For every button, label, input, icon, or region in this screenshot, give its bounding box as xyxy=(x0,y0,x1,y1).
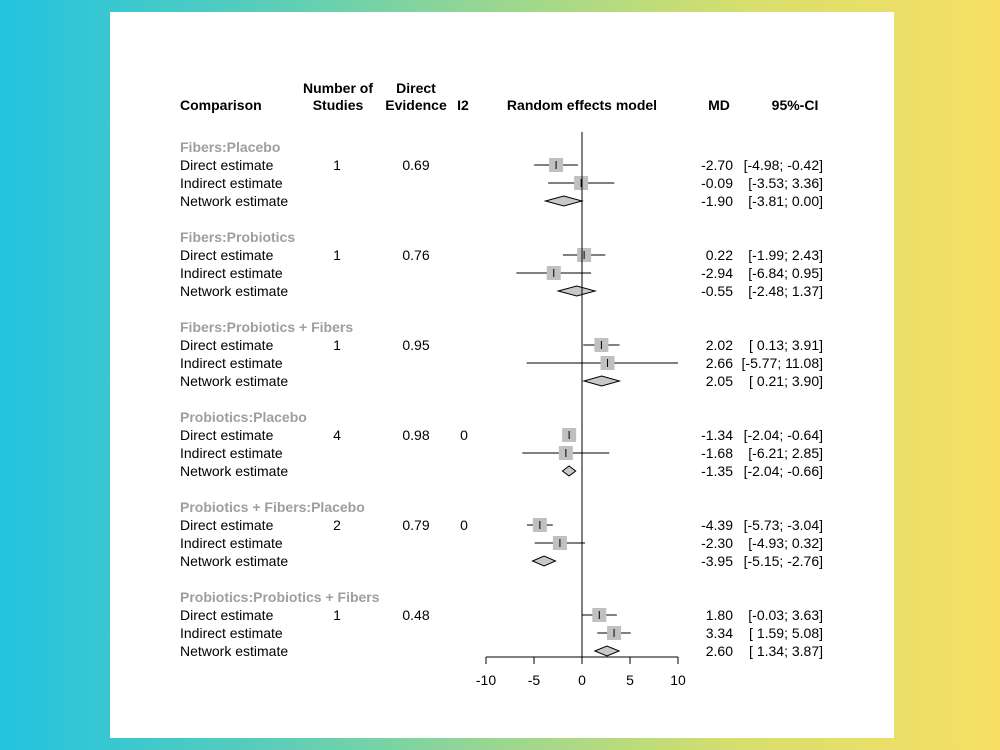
row-label: Network estimate xyxy=(180,463,288,479)
row-studies: 1 xyxy=(333,247,341,263)
group-label: Probiotics:Probiotics + Fibers xyxy=(180,589,380,605)
row-studies: 1 xyxy=(333,337,341,353)
row-label: Indirect estimate xyxy=(180,625,283,641)
row-label: Network estimate xyxy=(180,643,288,659)
row-studies: 2 xyxy=(333,517,341,533)
row-md-value: 2.66 xyxy=(706,355,733,371)
row-label: Direct estimate xyxy=(180,337,274,353)
row-md-value: -1.34 xyxy=(701,427,733,443)
row-ci-value: [-6.84; 0.95] xyxy=(748,265,823,281)
network-estimate-diamond xyxy=(593,645,621,657)
row-direct-evidence: 0.79 xyxy=(402,517,429,533)
header-studies-line2: Studies xyxy=(313,97,364,113)
row-ci-value: [-6.21; 2.85] xyxy=(748,445,823,461)
network-estimate-diamond xyxy=(543,195,584,207)
row-md-value: 2.60 xyxy=(706,643,733,659)
header-direct-line1: Direct xyxy=(396,80,436,96)
row-md-value: -1.90 xyxy=(701,193,733,209)
header-i2: I2 xyxy=(457,97,469,113)
x-tick-label: 5 xyxy=(626,672,634,688)
row-label: Indirect estimate xyxy=(180,175,283,191)
x-tick-label: 10 xyxy=(670,672,686,688)
network-estimate-diamond xyxy=(582,375,622,387)
header-comparison: Comparison xyxy=(180,97,262,113)
x-tick-label: -5 xyxy=(528,672,541,688)
group-label: Fibers:Placebo xyxy=(180,139,280,155)
network-estimate-diamond xyxy=(531,555,557,567)
row-ci-value: [-2.04; -0.66] xyxy=(744,463,823,479)
row-ci-value: [-4.93; 0.32] xyxy=(748,535,823,551)
row-md-value: 2.02 xyxy=(706,337,733,353)
row-ci-value: [-3.53; 3.36] xyxy=(748,175,823,191)
row-direct-evidence: 0.48 xyxy=(402,607,429,623)
row-label: Network estimate xyxy=(180,553,288,569)
row-md-value: 2.05 xyxy=(706,373,733,389)
row-ci-value: [ 0.21; 3.90] xyxy=(749,373,823,389)
row-label: Network estimate xyxy=(180,283,288,299)
header-ci: 95%-CI xyxy=(772,97,819,113)
row-md-value: -1.68 xyxy=(701,445,733,461)
row-md-value: -0.55 xyxy=(701,283,733,299)
row-label: Direct estimate xyxy=(180,427,274,443)
header-direct-line2: Evidence xyxy=(385,97,447,113)
row-ci-value: [ 1.59; 5.08] xyxy=(749,625,823,641)
row-md-value: -3.95 xyxy=(701,553,733,569)
row-ci-value: [ 0.13; 3.91] xyxy=(749,337,823,353)
row-label: Direct estimate xyxy=(180,517,274,533)
row-ci-value: [-3.81; 0.00] xyxy=(748,193,823,209)
network-estimate-diamond xyxy=(561,465,577,477)
row-direct-evidence: 0.69 xyxy=(402,157,429,173)
row-md-value: 1.80 xyxy=(706,607,733,623)
row-md-value: -2.70 xyxy=(701,157,733,173)
row-label: Indirect estimate xyxy=(180,355,283,371)
forest-plot: Comparison Number of Studies Direct Evid… xyxy=(180,80,823,688)
row-label: Direct estimate xyxy=(180,157,274,173)
row-label: Direct estimate xyxy=(180,247,274,263)
row-label: Indirect estimate xyxy=(180,535,283,551)
row-studies: 4 xyxy=(333,427,341,443)
group-label: Fibers:Probiotics + Fibers xyxy=(180,319,353,335)
row-ci-value: [-2.04; -0.64] xyxy=(744,427,823,443)
row-label: Indirect estimate xyxy=(180,445,283,461)
row-ci-value: [-1.99; 2.43] xyxy=(748,247,823,263)
row-ci-value: [-0.03; 3.63] xyxy=(748,607,823,623)
x-tick-label: 0 xyxy=(578,672,586,688)
row-ci-value: [-5.77; 11.08] xyxy=(742,355,823,371)
header-md: MD xyxy=(708,97,730,113)
row-label: Network estimate xyxy=(180,373,288,389)
group-label: Probiotics + Fibers:Placebo xyxy=(180,499,365,515)
row-label: Direct estimate xyxy=(180,607,274,623)
row-md-value: -2.30 xyxy=(701,535,733,551)
group-label: Fibers:Probiotics xyxy=(180,229,295,245)
row-i2: 0 xyxy=(460,517,468,533)
network-estimate-diamond xyxy=(556,285,598,297)
row-md-value: -1.35 xyxy=(701,463,733,479)
group-label: Probiotics:Placebo xyxy=(180,409,307,425)
row-ci-value: [-5.73; -3.04] xyxy=(744,517,823,533)
row-ci-value: [-4.98; -0.42] xyxy=(744,157,823,173)
row-i2: 0 xyxy=(460,427,468,443)
row-label: Indirect estimate xyxy=(180,265,283,281)
row-md-value: 3.34 xyxy=(706,625,733,641)
row-md-value: -2.94 xyxy=(701,265,733,281)
row-md-value: -0.09 xyxy=(701,175,733,191)
row-direct-evidence: 0.98 xyxy=(402,427,429,443)
row-direct-evidence: 0.76 xyxy=(402,247,429,263)
forest-rows: Fibers:Placebo Direct estimate 1 0.69 -2.70 [… xyxy=(180,139,823,659)
header-studies-line1: Number of xyxy=(303,80,373,96)
forest-plot-panel: Comparison Number of Studies Direct Evid… xyxy=(110,12,894,738)
row-studies: 1 xyxy=(333,157,341,173)
row-ci-value: [-5.15; -2.76] xyxy=(744,553,823,569)
header-model: Random effects model xyxy=(507,97,657,113)
row-ci-value: [ 1.34; 3.87] xyxy=(749,643,823,659)
row-md-value: 0.22 xyxy=(706,247,733,263)
row-direct-evidence: 0.95 xyxy=(402,337,429,353)
x-axis: -10 -5 0 5 10 xyxy=(476,132,686,688)
x-tick-label: -10 xyxy=(476,672,496,688)
row-label: Network estimate xyxy=(180,193,288,209)
row-md-value: -4.39 xyxy=(701,517,733,533)
row-ci-value: [-2.48; 1.37] xyxy=(748,283,823,299)
row-studies: 1 xyxy=(333,607,341,623)
